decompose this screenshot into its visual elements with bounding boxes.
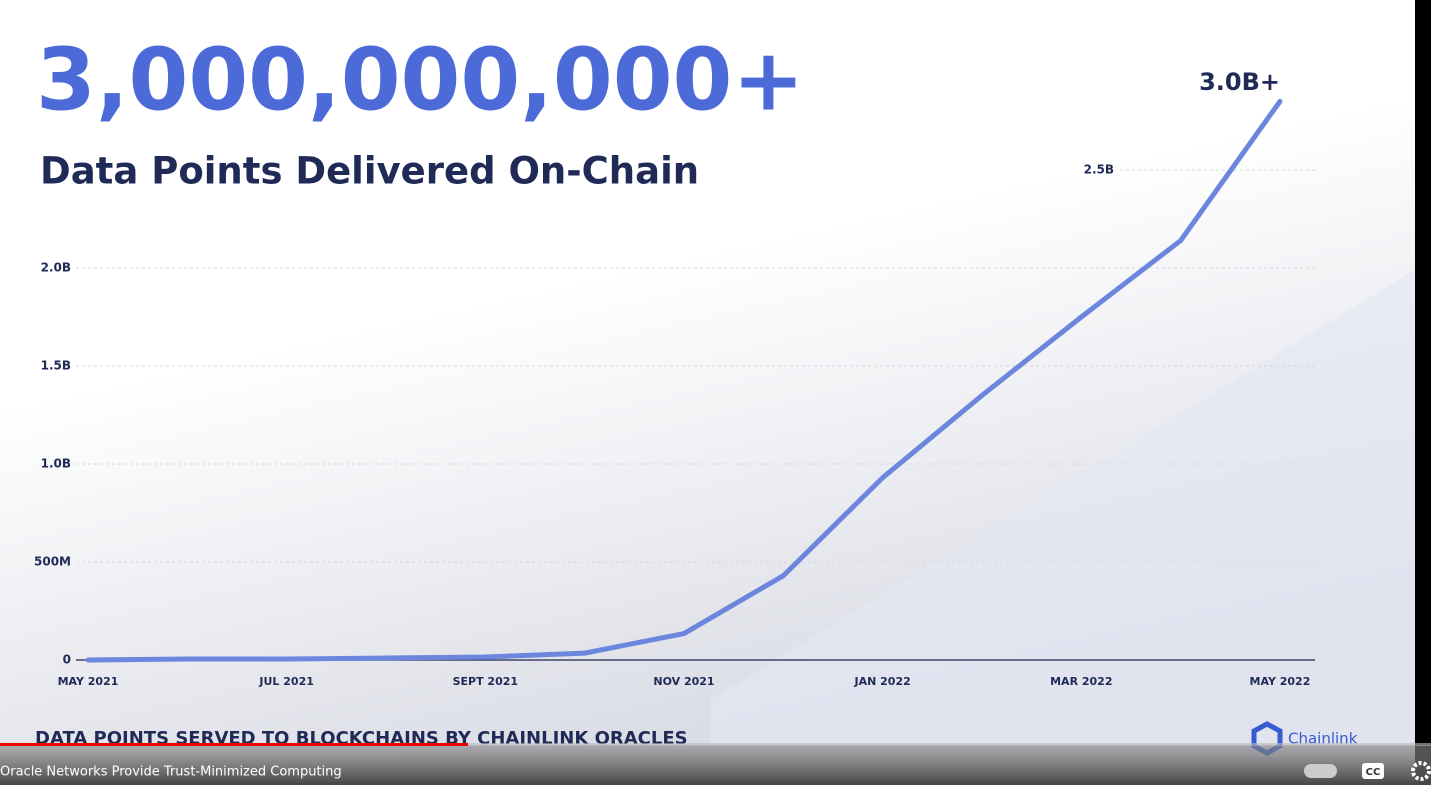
plot: 0 500M 1.0B 1.5B 2.0B 2.5B MAY 2021 JUL 2021 SEP… [34,98,1315,688]
subtitle: Data Points Delivered On-Chain [40,150,699,193]
progress-played [0,743,468,746]
x-tick-label: NOV 2021 [653,675,714,688]
player-bar [0,745,1431,785]
cc-button[interactable] [1362,763,1384,779]
side-strip [1415,0,1431,785]
y-tick-label: 2.5B [1084,163,1114,177]
decor-shape [710,270,1415,745]
progress-track[interactable] [0,743,1431,746]
annotation: 3.0B+ [1199,68,1280,96]
x-tick-label: JUL 2021 [258,675,313,688]
y-tick-label: 2.0B [41,261,71,275]
x-tick-label: SEPT 2021 [453,675,518,688]
x-tick-label: MAY 2022 [1250,675,1311,688]
y-tick-label: 0 [63,653,71,667]
x-tick-label: MAR 2022 [1050,675,1112,688]
y-tick-label: 1.0B [41,457,71,471]
y-tick-label: 1.5B [41,359,71,373]
headline: 3,000,000,000+ [36,30,804,130]
chapter-title[interactable]: Oracle Networks Provide Trust-Minimized … [0,765,342,780]
settings-button[interactable] [1411,761,1431,781]
cc-label: CC [1366,767,1381,778]
y-tick-label: 500M [34,555,71,569]
data-line [85,98,1283,663]
x-tick-label: MAY 2021 [58,675,119,688]
autoplay-toggle[interactable] [1304,764,1337,778]
x-tick-label: JAN 2022 [854,675,911,688]
